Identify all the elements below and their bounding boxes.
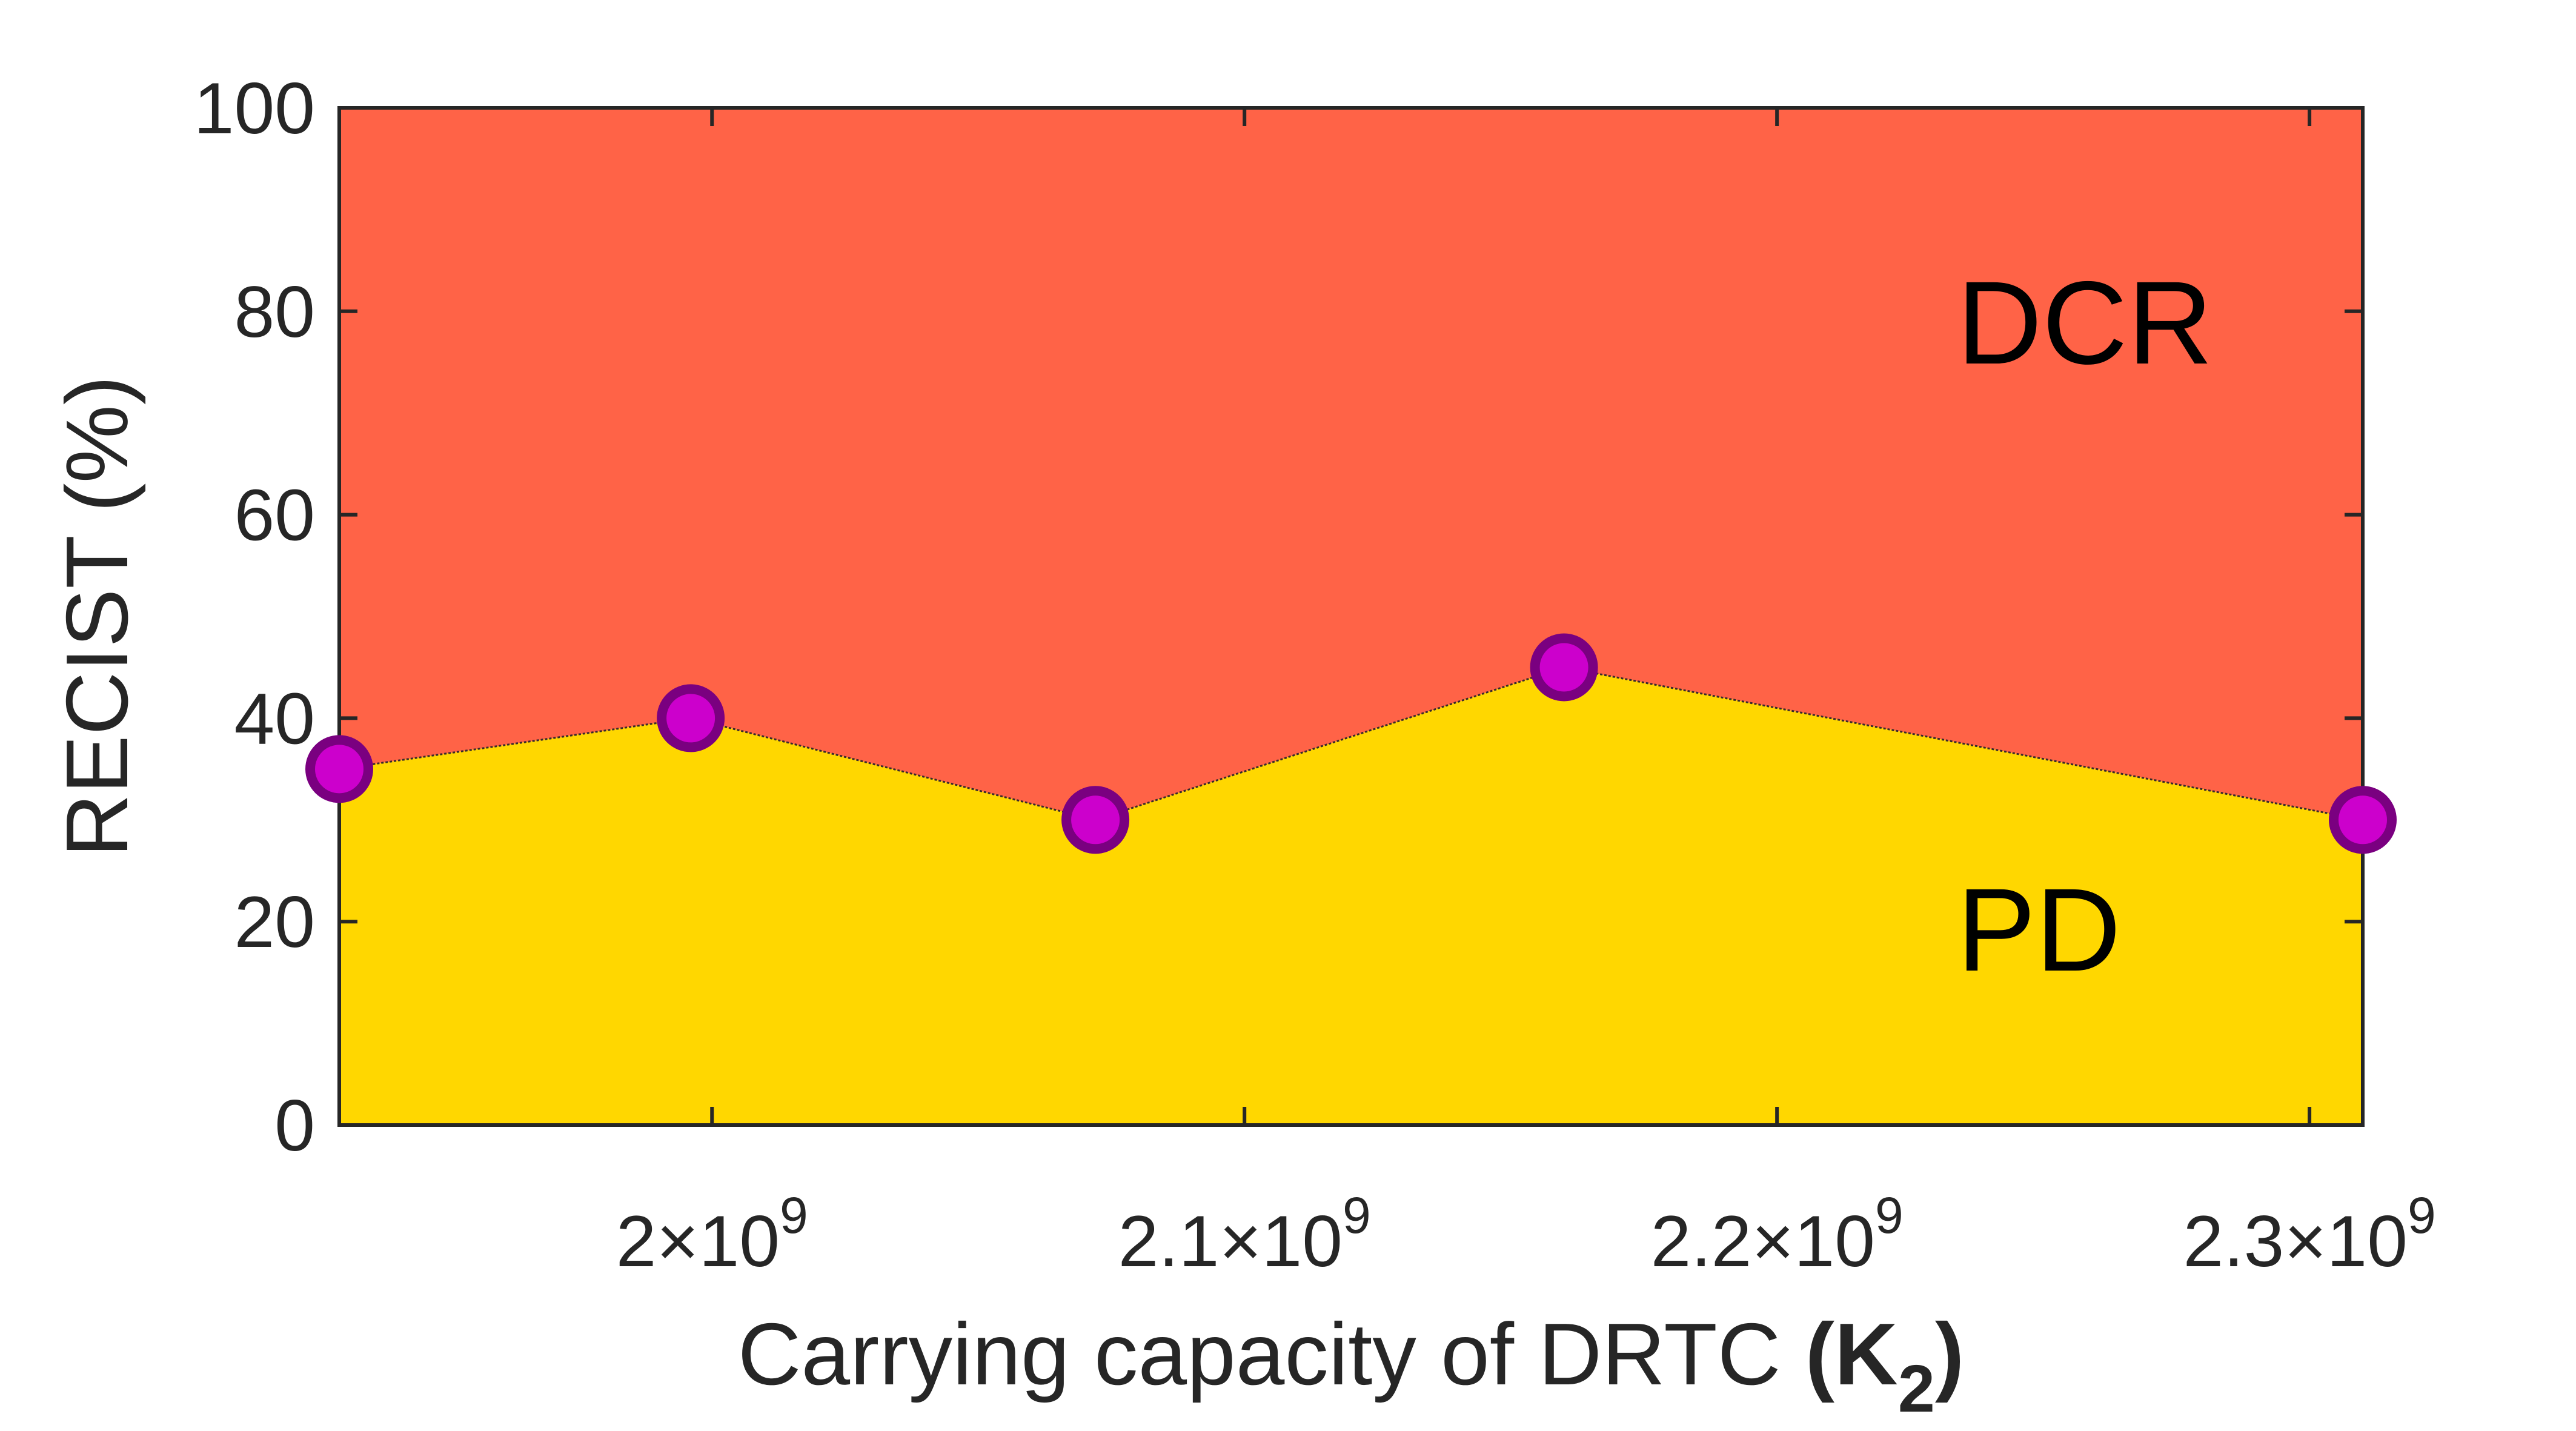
x-axis-label: Carrying capacity of DRTC (K2) [738,1305,1965,1426]
y-tick-label: 80 [234,271,315,353]
dcr-region-label: DCR [1957,257,2213,389]
markers [305,633,2397,854]
labels: 0 20 40 60 80 100 2×109 2.1×109 2.2×109 2.3×109 DC… [48,68,2436,1426]
y-axis-label: RECIST (%) [48,376,146,857]
data-point [305,735,373,803]
axes-box [337,106,2365,1127]
data-point [1061,786,1130,854]
dcr-area [339,108,2363,820]
x-tick-label: 2.2×109 [1651,1187,1904,1282]
pd-region-label: PD [1957,864,2121,996]
data-point [1530,633,1598,702]
y-tick-label: 20 [234,882,315,963]
x-tick-label: 2×109 [616,1187,808,1282]
x-tick-label: 2.1×109 [1118,1187,1371,1282]
y-tick-label: 0 [274,1085,315,1166]
axes [337,106,2365,1127]
data-point [657,684,725,752]
pd-area [339,667,2363,1125]
y-tick-label: 60 [234,475,315,556]
data-point [2329,786,2397,854]
y-tick-label: 100 [194,68,315,149]
x-tick-label: 2.3×109 [2183,1187,2436,1282]
y-tick-label: 40 [234,678,315,759]
plot-area [339,108,2363,1125]
